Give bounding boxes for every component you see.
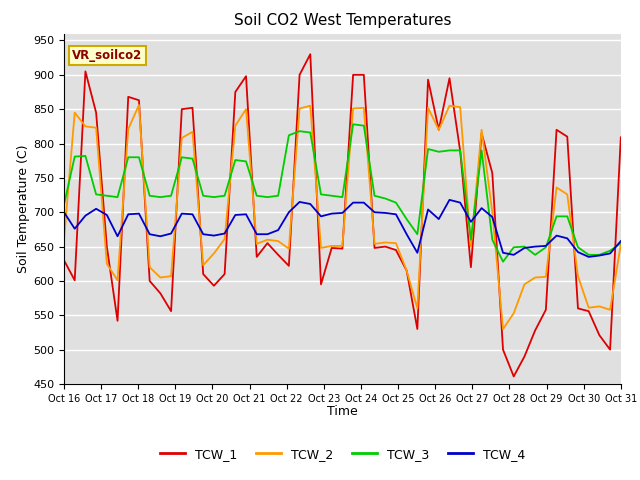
TCW_1 — [499, 347, 507, 352]
TCW_3 — [349, 121, 357, 127]
Text: VR_soilco2: VR_soilco2 — [72, 49, 143, 62]
TCW_2 — [221, 236, 228, 242]
TCW_2 — [510, 311, 518, 316]
TCW_2 — [499, 326, 507, 332]
TCW_2 — [392, 240, 400, 246]
TCW_4 — [617, 238, 625, 244]
TCW_4 — [413, 250, 421, 256]
TCW_3 — [435, 149, 443, 155]
TCW_3 — [424, 146, 432, 152]
TCW_1 — [60, 257, 68, 263]
TCW_1 — [424, 77, 432, 83]
Y-axis label: Soil Temperature (C): Soil Temperature (C) — [17, 144, 30, 273]
TCW_2 — [403, 268, 410, 274]
TCW_3 — [60, 202, 68, 207]
TCW_2 — [424, 105, 432, 111]
Line: TCW_3: TCW_3 — [64, 124, 621, 262]
TCW_4 — [381, 210, 389, 216]
TCW_1 — [435, 127, 443, 132]
TCW_1 — [210, 283, 218, 288]
TCW_3 — [499, 259, 507, 264]
TCW_1 — [307, 51, 314, 57]
TCW_2 — [617, 241, 625, 247]
TCW_3 — [403, 216, 410, 222]
TCW_3 — [617, 240, 625, 246]
TCW_2 — [60, 237, 68, 242]
TCW_4 — [499, 250, 507, 256]
TCW_4 — [424, 206, 432, 212]
Legend: TCW_1, TCW_2, TCW_3, TCW_4: TCW_1, TCW_2, TCW_3, TCW_4 — [155, 443, 530, 466]
TCW_3 — [210, 194, 218, 200]
TCW_1 — [510, 373, 518, 379]
TCW_3 — [510, 244, 518, 250]
TCW_4 — [60, 209, 68, 215]
TCW_2 — [435, 127, 443, 132]
TCW_4 — [392, 211, 400, 217]
X-axis label: Time: Time — [327, 405, 358, 418]
Line: TCW_2: TCW_2 — [64, 105, 621, 329]
TCW_4 — [210, 233, 218, 239]
TCW_1 — [617, 134, 625, 140]
Line: TCW_1: TCW_1 — [64, 54, 621, 376]
TCW_2 — [135, 102, 143, 108]
TCW_4 — [585, 254, 593, 260]
TCW_4 — [445, 197, 453, 203]
Title: Soil CO2 West Temperatures: Soil CO2 West Temperatures — [234, 13, 451, 28]
TCW_3 — [392, 200, 400, 205]
Line: TCW_4: TCW_4 — [64, 200, 621, 257]
TCW_1 — [403, 268, 410, 274]
TCW_1 — [392, 247, 400, 253]
